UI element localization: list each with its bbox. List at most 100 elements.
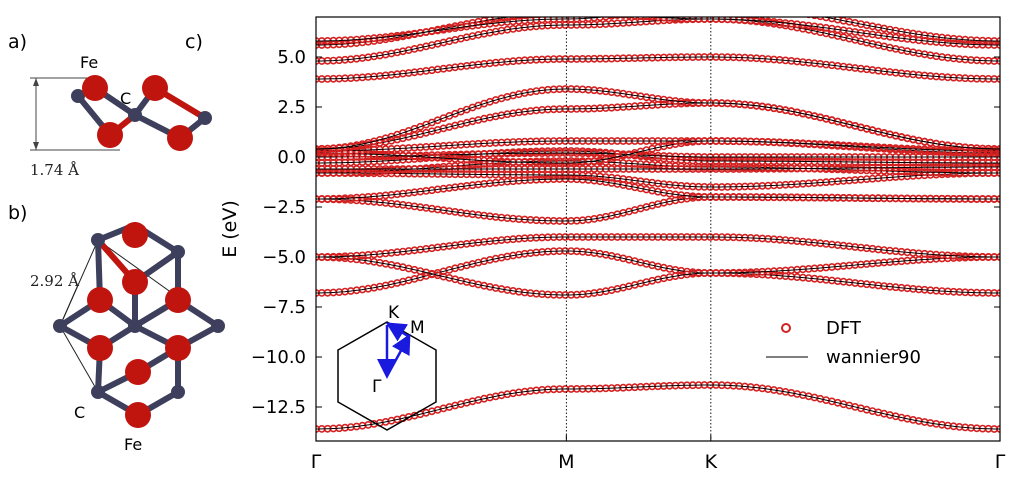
dft-point bbox=[707, 2, 713, 8]
band bbox=[316, 53, 1000, 83]
dft-point bbox=[546, 17, 550, 18]
dft-point bbox=[509, 17, 517, 21]
dft-point bbox=[696, 2, 702, 8]
wannier90-line bbox=[316, 102, 1000, 150]
dft-point bbox=[725, 2, 731, 8]
iron-atom bbox=[165, 287, 191, 313]
height-label: 1.74 Å bbox=[30, 161, 79, 179]
wannier90-line bbox=[316, 88, 1000, 150]
dft-point bbox=[701, 2, 707, 8]
dft-point bbox=[627, 17, 631, 18]
dft-point bbox=[667, 5, 673, 11]
y-axis: 5.0 2.5 0.0 −2.5 −5.0 −7.5 −10.0 −12.5 bbox=[251, 47, 1000, 418]
atom-label-fe: Fe bbox=[124, 435, 142, 454]
dft-point bbox=[801, 17, 805, 18]
carbon-atom bbox=[128, 108, 142, 122]
wannier90-line bbox=[316, 140, 1000, 164]
dft-point bbox=[788, 8, 794, 14]
dft-point bbox=[649, 7, 655, 13]
y-axis-label: E (eV) bbox=[219, 200, 241, 258]
carbon-atom bbox=[171, 245, 185, 259]
legend-wannier90-label: wannier90 bbox=[826, 347, 921, 368]
dft-point bbox=[631, 17, 639, 20]
distance-label: 2.92 Å bbox=[30, 272, 79, 290]
dft-point bbox=[742, 3, 748, 9]
dft-point bbox=[753, 4, 759, 10]
dft-point bbox=[648, 17, 657, 21]
dft-point bbox=[713, 2, 719, 8]
panel-c-label: c) bbox=[185, 31, 203, 53]
dft-point bbox=[642, 17, 651, 21]
y-tick-label: −7.5 bbox=[262, 297, 306, 318]
x-tick-label: K bbox=[705, 451, 718, 473]
dft-point bbox=[736, 3, 742, 9]
carbon-atom bbox=[128, 319, 142, 333]
dft-point bbox=[556, 10, 562, 16]
iron-atom bbox=[125, 402, 151, 428]
x-tick-label: Γ bbox=[311, 451, 322, 473]
wannier90-line bbox=[316, 256, 1000, 296]
y-tick-label: 2.5 bbox=[277, 97, 306, 118]
iron-atom bbox=[97, 122, 123, 148]
dft-point bbox=[810, 17, 819, 20]
dft-point bbox=[655, 6, 661, 12]
wannier90-line bbox=[316, 250, 1000, 294]
dft-point bbox=[719, 2, 725, 8]
dft-point bbox=[661, 5, 667, 11]
dft-point bbox=[816, 17, 825, 21]
y-tick-label: −5.0 bbox=[262, 247, 306, 268]
brillouin-zone-inset: K M Γ bbox=[337, 303, 437, 431]
height-bracket bbox=[30, 77, 120, 151]
dft-point bbox=[581, 17, 584, 18]
iron-atom bbox=[167, 125, 193, 151]
dft-point bbox=[521, 17, 529, 19]
x-tick-label: M bbox=[558, 451, 574, 473]
y-tick-label: 5.0 bbox=[277, 47, 306, 68]
dft-point bbox=[684, 3, 690, 9]
band bbox=[316, 85, 1000, 153]
wannier90-line bbox=[316, 140, 1000, 152]
high-symmetry-lines bbox=[565, 17, 712, 441]
dft-point bbox=[607, 17, 616, 20]
iron-atom bbox=[82, 75, 108, 101]
band bbox=[316, 175, 1000, 203]
carbon-atom bbox=[198, 111, 212, 125]
iron-atom bbox=[87, 335, 113, 361]
band bbox=[316, 253, 1000, 299]
dft-point bbox=[771, 6, 777, 12]
wannier90-line bbox=[316, 236, 1000, 258]
atom-label-c: C bbox=[74, 403, 85, 422]
dft-point bbox=[562, 10, 568, 16]
brillouin-zone-hexagon bbox=[337, 321, 437, 431]
wannier90-line bbox=[316, 178, 1000, 200]
dft-point bbox=[552, 17, 555, 18]
iron-atom bbox=[122, 269, 148, 295]
dft-point bbox=[597, 17, 603, 18]
dft-point bbox=[533, 17, 539, 18]
carbon-atom bbox=[91, 233, 105, 247]
dft-point bbox=[587, 17, 590, 18]
panel-b-label: b) bbox=[8, 202, 27, 224]
dft-point bbox=[540, 17, 545, 18]
iron-atom bbox=[165, 335, 191, 361]
m-to-k-arrow bbox=[385, 322, 409, 342]
atom-label-fe: Fe bbox=[80, 53, 98, 72]
wannier90-line bbox=[316, 166, 1000, 170]
iron-atom bbox=[142, 75, 168, 101]
dft-point bbox=[690, 2, 696, 8]
legend-dft-label: DFT bbox=[826, 318, 862, 339]
dft-point bbox=[759, 5, 765, 11]
panel-b: b) bbox=[8, 202, 225, 454]
dft-point bbox=[777, 7, 783, 13]
dft-point bbox=[638, 9, 644, 15]
dft-point bbox=[730, 2, 736, 8]
plot-frame bbox=[315, 16, 1001, 442]
dft-point bbox=[515, 17, 523, 20]
band bbox=[316, 233, 1000, 261]
iron-atom bbox=[87, 287, 113, 313]
iron-atom bbox=[125, 359, 151, 385]
carbon-atom bbox=[71, 89, 85, 103]
